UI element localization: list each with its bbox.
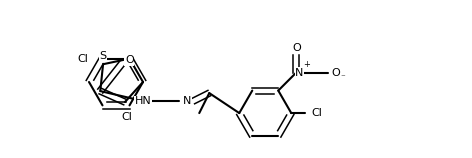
Text: O: O bbox=[331, 68, 340, 78]
Text: Cl: Cl bbox=[121, 112, 132, 122]
Text: Cl: Cl bbox=[77, 54, 88, 64]
Text: N: N bbox=[295, 68, 303, 78]
Text: N: N bbox=[183, 96, 192, 106]
Text: +: + bbox=[303, 60, 310, 69]
Text: O: O bbox=[292, 43, 301, 53]
Text: HN: HN bbox=[135, 96, 152, 106]
Text: S: S bbox=[100, 51, 107, 61]
Text: ⁻: ⁻ bbox=[340, 73, 345, 82]
Text: Cl: Cl bbox=[312, 108, 323, 118]
Text: O: O bbox=[125, 55, 134, 65]
